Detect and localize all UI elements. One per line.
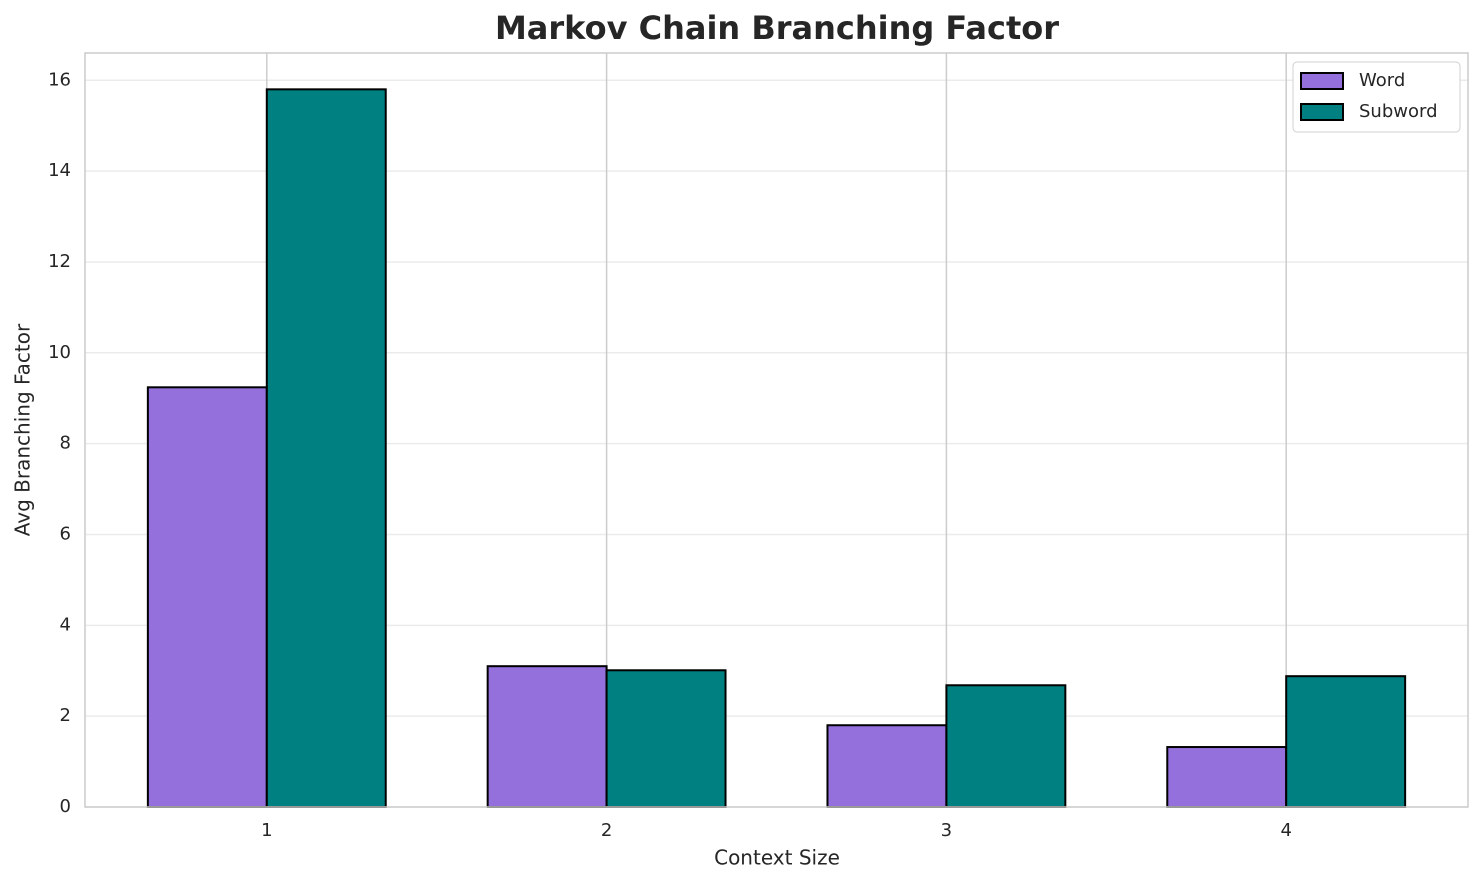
- y-tick-label: 2: [60, 705, 71, 726]
- x-tick-label: 4: [1280, 820, 1291, 841]
- y-tick-label: 4: [60, 614, 71, 635]
- y-tick-label: 10: [48, 342, 71, 363]
- plot-frame: [84, 52, 1469, 808]
- x-axis-label: Context Size: [714, 846, 840, 870]
- x-tick-label: 2: [601, 820, 612, 841]
- y-tick-label: 8: [60, 433, 71, 454]
- y-tick-label: 14: [48, 160, 71, 181]
- chart-title: Markov Chain Branching Factor: [495, 9, 1059, 47]
- y-axis-label: Avg Branching Factor: [11, 323, 35, 536]
- bar: [1285, 675, 1407, 808]
- legend-swatch: [1300, 103, 1344, 121]
- legend-swatch: [1300, 72, 1344, 90]
- bar: [486, 665, 608, 808]
- x-tick-label: 3: [941, 820, 952, 841]
- y-tick-label: 0: [60, 796, 71, 817]
- legend-label: Word: [1359, 70, 1405, 91]
- bar: [1166, 746, 1288, 809]
- x-tick-label: 1: [261, 820, 272, 841]
- legend-label: Subword: [1359, 101, 1438, 122]
- y-tick-label: 12: [48, 251, 71, 272]
- bar: [265, 88, 387, 809]
- y-tick-label: 16: [48, 69, 71, 90]
- bar: [146, 386, 268, 808]
- y-tick-label: 6: [60, 523, 71, 544]
- bar: [945, 684, 1067, 809]
- bar: [826, 724, 948, 808]
- bar: [605, 669, 727, 808]
